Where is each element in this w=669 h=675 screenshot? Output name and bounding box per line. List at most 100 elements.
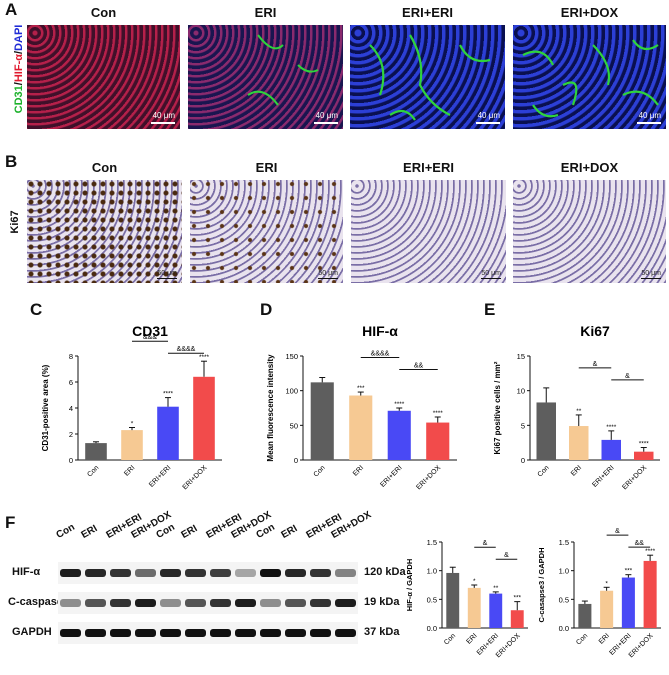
blot-band — [335, 569, 356, 577]
blot-strip — [58, 622, 358, 644]
lane-label: ERI — [79, 523, 100, 541]
x-tick-label: ERI — [465, 632, 478, 645]
scale-label: 50 μm — [157, 270, 177, 277]
y-tick-label: 10 — [517, 387, 525, 396]
blot-band — [235, 629, 256, 637]
ihc-image-erieri: 50 μm — [351, 180, 506, 283]
bar-con — [536, 402, 556, 460]
comparison-label: & — [625, 373, 630, 380]
blot-band — [235, 569, 256, 577]
ihc-image-eridox: 50 μm — [513, 180, 666, 283]
comparison-label: &&&& — [177, 346, 196, 353]
panel-b-header-eridox: ERI+DOX — [560, 160, 619, 175]
blot-band — [110, 629, 131, 637]
comparison-label: &&&& — [371, 350, 390, 357]
comparison-label: &&& — [143, 334, 157, 341]
blot-band — [310, 629, 331, 637]
bar-con — [85, 443, 107, 460]
panel-b-row-label: Ki67 — [9, 210, 21, 234]
y-tick-label: 150 — [285, 352, 298, 361]
panel-a-header-eri: ERI — [254, 5, 277, 20]
panel-b-header-erieri: ERI+ERI — [403, 160, 454, 175]
y-axis-label: Ki67 positive cells / mm² — [493, 361, 502, 454]
y-tick-label: 1.0 — [427, 567, 437, 576]
y-tick-label: 1.5 — [559, 538, 569, 547]
y-axis-label: HIF-α / GAPDH — [405, 559, 414, 612]
blot-band — [260, 629, 281, 637]
significance-label: *** — [625, 568, 633, 575]
significance-label: **** — [163, 391, 174, 398]
scale-label: 50 μm — [481, 270, 501, 277]
panel-label-f: F — [5, 513, 16, 532]
blot-band — [185, 629, 206, 637]
bar-eri — [349, 395, 373, 460]
x-tick-label: ERI+ERI — [591, 464, 615, 488]
panel-label-b: B — [5, 152, 18, 171]
channel-label-separator: / — [13, 82, 25, 86]
scale-label: 50 μm — [641, 270, 661, 277]
bar-con — [310, 382, 334, 460]
comparison-label: & — [593, 361, 598, 368]
blot-band — [285, 569, 306, 577]
significance-label: **** — [433, 410, 444, 417]
bar-eri-eri — [601, 439, 621, 460]
significance-label: *** — [357, 385, 365, 392]
significance-label: ** — [493, 585, 499, 592]
vessel-overlay — [522, 39, 659, 118]
panel-label-e: E — [484, 300, 496, 319]
y-tick-label: 50 — [290, 421, 298, 430]
x-tick-label: ERI+DOX — [415, 464, 442, 491]
fluorescence-image-eri: 40 μm — [188, 25, 343, 129]
blot-band — [85, 629, 106, 637]
y-axis-label: CD31-positive area (%) — [41, 364, 50, 451]
lane-label: Con — [54, 521, 77, 541]
blot-band — [310, 569, 331, 577]
western-blot-panel: Con ERI ERI+ERI ERI+DOX Con ERI ERI+ERI ERI+DOX… — [8, 500, 410, 670]
y-tick-label: 0.5 — [427, 595, 437, 604]
scale-bar — [476, 122, 500, 124]
blot-strip — [58, 562, 358, 584]
channel-label-separator: / — [13, 50, 25, 54]
bar-eri — [569, 426, 589, 460]
bar-con — [446, 572, 460, 628]
x-tick-label: Con — [313, 464, 327, 478]
x-tick-label: ERI+DOX — [182, 464, 209, 491]
molecular-weight-label: 120 kDa — [364, 566, 406, 578]
blot-row-label: C-caspase 3 — [8, 596, 73, 608]
y-tick-label: 0 — [69, 456, 73, 465]
y-tick-label: 5 — [521, 421, 525, 430]
blot-band — [210, 569, 231, 577]
panel-a-header-con: Con — [90, 5, 117, 20]
chart-f-hif: HIF-α / GAPDH 0.0 0.5 1.0 1.5 Con * ERI ** ERI+ER… — [404, 528, 536, 670]
x-tick-label: ERI — [123, 464, 136, 477]
blot-strip — [58, 592, 358, 614]
bar-eri-eri — [489, 593, 503, 628]
scale-bar — [314, 122, 338, 124]
ihc-image-eri: 50 μm — [190, 180, 343, 283]
blot-band — [135, 629, 156, 637]
blot-band — [85, 569, 106, 577]
panel-a-header-erieri: ERI+ERI — [402, 5, 453, 20]
chart-f-caspase: C-casapse3 / GAPDH 0.0 0.5 1.0 1.5 Con * ERI ***… — [536, 528, 669, 670]
x-tick-label: ERI — [352, 464, 365, 477]
x-tick-label: Con — [537, 464, 551, 478]
comparison-label: & — [504, 552, 509, 559]
blot-row-label: GAPDH — [12, 626, 52, 638]
y-axis-label: C-casapse3 / GAPDH — [537, 547, 546, 622]
chart-svg: C-casapse3 / GAPDH 0.0 0.5 1.0 1.5 Con * ERI ***… — [537, 528, 661, 659]
x-tick-label: Con — [86, 464, 100, 478]
bar-eri-dox — [634, 451, 654, 460]
y-tick-label: 2 — [69, 430, 73, 439]
blot-band — [135, 569, 156, 577]
bar-eri-eri — [387, 410, 411, 460]
x-tick-label: ERI — [598, 632, 611, 645]
panel-label-c: C — [30, 300, 43, 319]
bar-eri-eri — [621, 577, 635, 628]
scale-label: 40 μm — [477, 111, 500, 120]
y-tick-label: 0 — [521, 456, 525, 465]
y-tick-label: 0.0 — [559, 624, 569, 633]
bar-eri — [121, 430, 143, 460]
x-tick-label: ERI — [570, 464, 583, 477]
blot-band — [135, 599, 156, 607]
scale-label: 40 μm — [638, 111, 661, 120]
